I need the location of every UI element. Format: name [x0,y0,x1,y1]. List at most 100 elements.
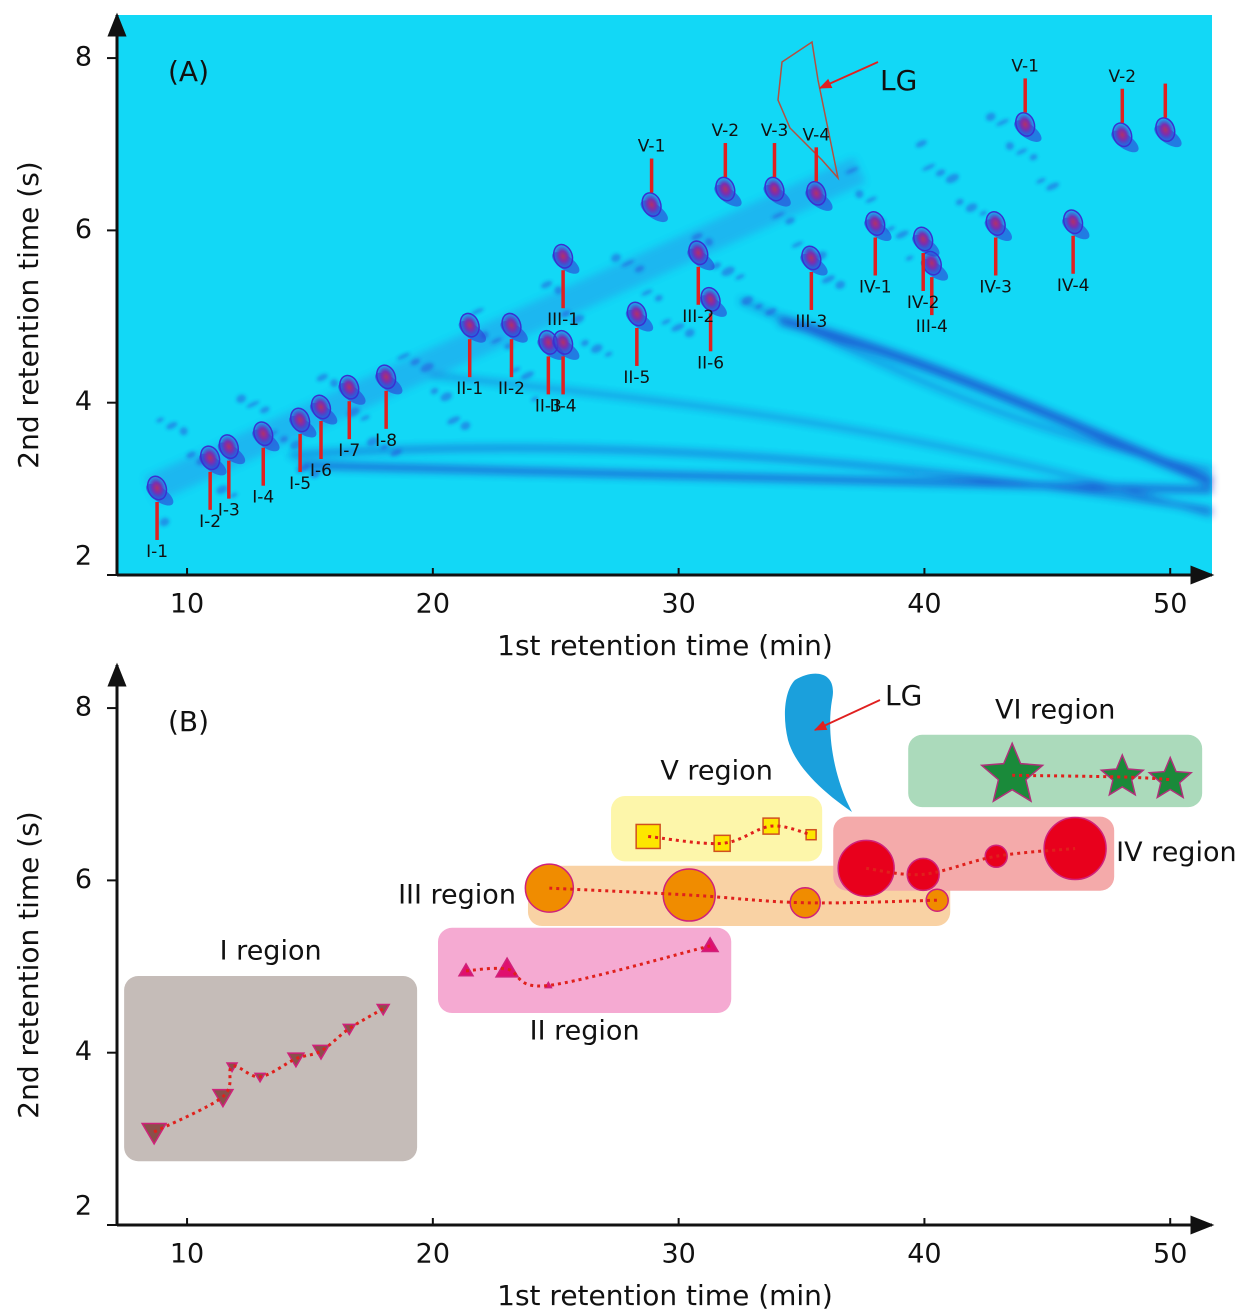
minor-peak [440,392,452,402]
minor-peak [945,173,959,184]
peak-label: I-2 [199,512,221,532]
minor-peak [591,344,603,354]
minor-peak [996,118,1009,126]
minor-peak [531,396,539,402]
minor-peak [230,492,238,498]
minor-peak [845,167,859,174]
peak-label: II-3 [535,396,562,416]
minor-peak [1036,178,1046,184]
x-tick-label: 40 [907,589,941,620]
minor-peak [1005,142,1014,151]
peak [1112,122,1133,148]
peak [459,312,480,338]
peak-label: I-1 [146,542,168,562]
x-tick-label: 20 [416,1239,450,1270]
minor-peak [855,190,864,199]
peak-label: III-1 [547,310,579,330]
annotation-arrow [818,61,879,89]
minor-peak [661,318,671,325]
peak-label: I-8 [375,431,397,451]
peak [641,192,662,217]
y-tick-label: 8 [75,42,92,73]
minor-peak [985,112,996,122]
panel-label: (A) [168,55,209,88]
peak [289,407,311,433]
minor-peak [835,280,846,290]
annotation: LG [885,679,922,712]
x-axis-label: 1st retention time (min) [497,1279,833,1310]
minor-peak [641,289,653,296]
marker [1147,755,1193,799]
marker [713,834,731,853]
marker [805,828,817,841]
minor-peak [410,358,421,366]
peak-label: I-7 [338,441,360,461]
annotation-arrow [813,699,881,731]
peak-label: III-2 [682,307,714,327]
minor-peak [691,232,703,241]
minor-peak [260,406,270,414]
minor-peak [955,198,964,206]
x-tick-label: 10 [170,589,204,620]
x-tick-label: 50 [1153,589,1187,620]
peak [310,394,332,420]
region-label: VI region [995,694,1115,725]
minor-peak [604,351,613,357]
minor-peak [246,400,260,408]
region-label: I region [220,936,322,967]
minor-peak [721,266,735,277]
minor-peak [330,379,339,388]
peak [253,421,274,447]
minor-peak [895,230,909,239]
minor-peak [979,210,988,216]
minor-peak [490,337,502,344]
minor-peak [510,367,521,373]
minor-peak [654,294,663,302]
peak [339,374,360,400]
minor-peak [791,241,803,248]
minor-peak [520,371,534,380]
peak [501,312,522,338]
region [438,927,732,1014]
trend-line [1012,773,1171,782]
minor-peak [470,307,484,315]
minor-peak [965,203,978,213]
peak-label: III-3 [795,312,827,332]
peak-label: IV-1 [859,277,892,297]
minor-peak [554,286,563,295]
minor-peak [541,280,553,289]
minor-peak [1016,148,1028,155]
minor-peak [865,196,877,203]
y-axis-label: 2nd retention time (s) [12,811,45,1118]
minor-peak [380,444,389,450]
marker [979,741,1045,803]
minor-peak [280,435,288,443]
peak [865,211,886,236]
minor-peak [186,451,196,459]
minor-peak [1046,182,1060,191]
minor-peak [159,517,170,527]
trend-line [153,1007,384,1134]
y-axis-label: 2nd retention time (s) [12,161,45,468]
minor-peak [611,253,621,262]
trend-line [648,824,812,846]
minor-peak [360,415,370,421]
peak-label: IV-4 [1057,276,1090,296]
region [124,976,418,1162]
peak [1015,111,1036,137]
peak-label: V-3 [761,121,789,141]
trend-line [549,886,938,905]
y-tick-label: 2 [75,1191,92,1222]
peak [218,434,239,460]
minor-peak [447,416,461,425]
peak [1155,117,1176,143]
minor-peak [922,163,936,171]
region [833,816,1115,891]
y-tick-label: 4 [75,1036,92,1067]
peak [146,475,168,501]
peak-label: I-6 [310,461,332,481]
marker [700,936,720,953]
peak-label: V-4 [802,125,830,145]
region-label: III region [398,879,516,910]
lg-outline [777,40,840,181]
